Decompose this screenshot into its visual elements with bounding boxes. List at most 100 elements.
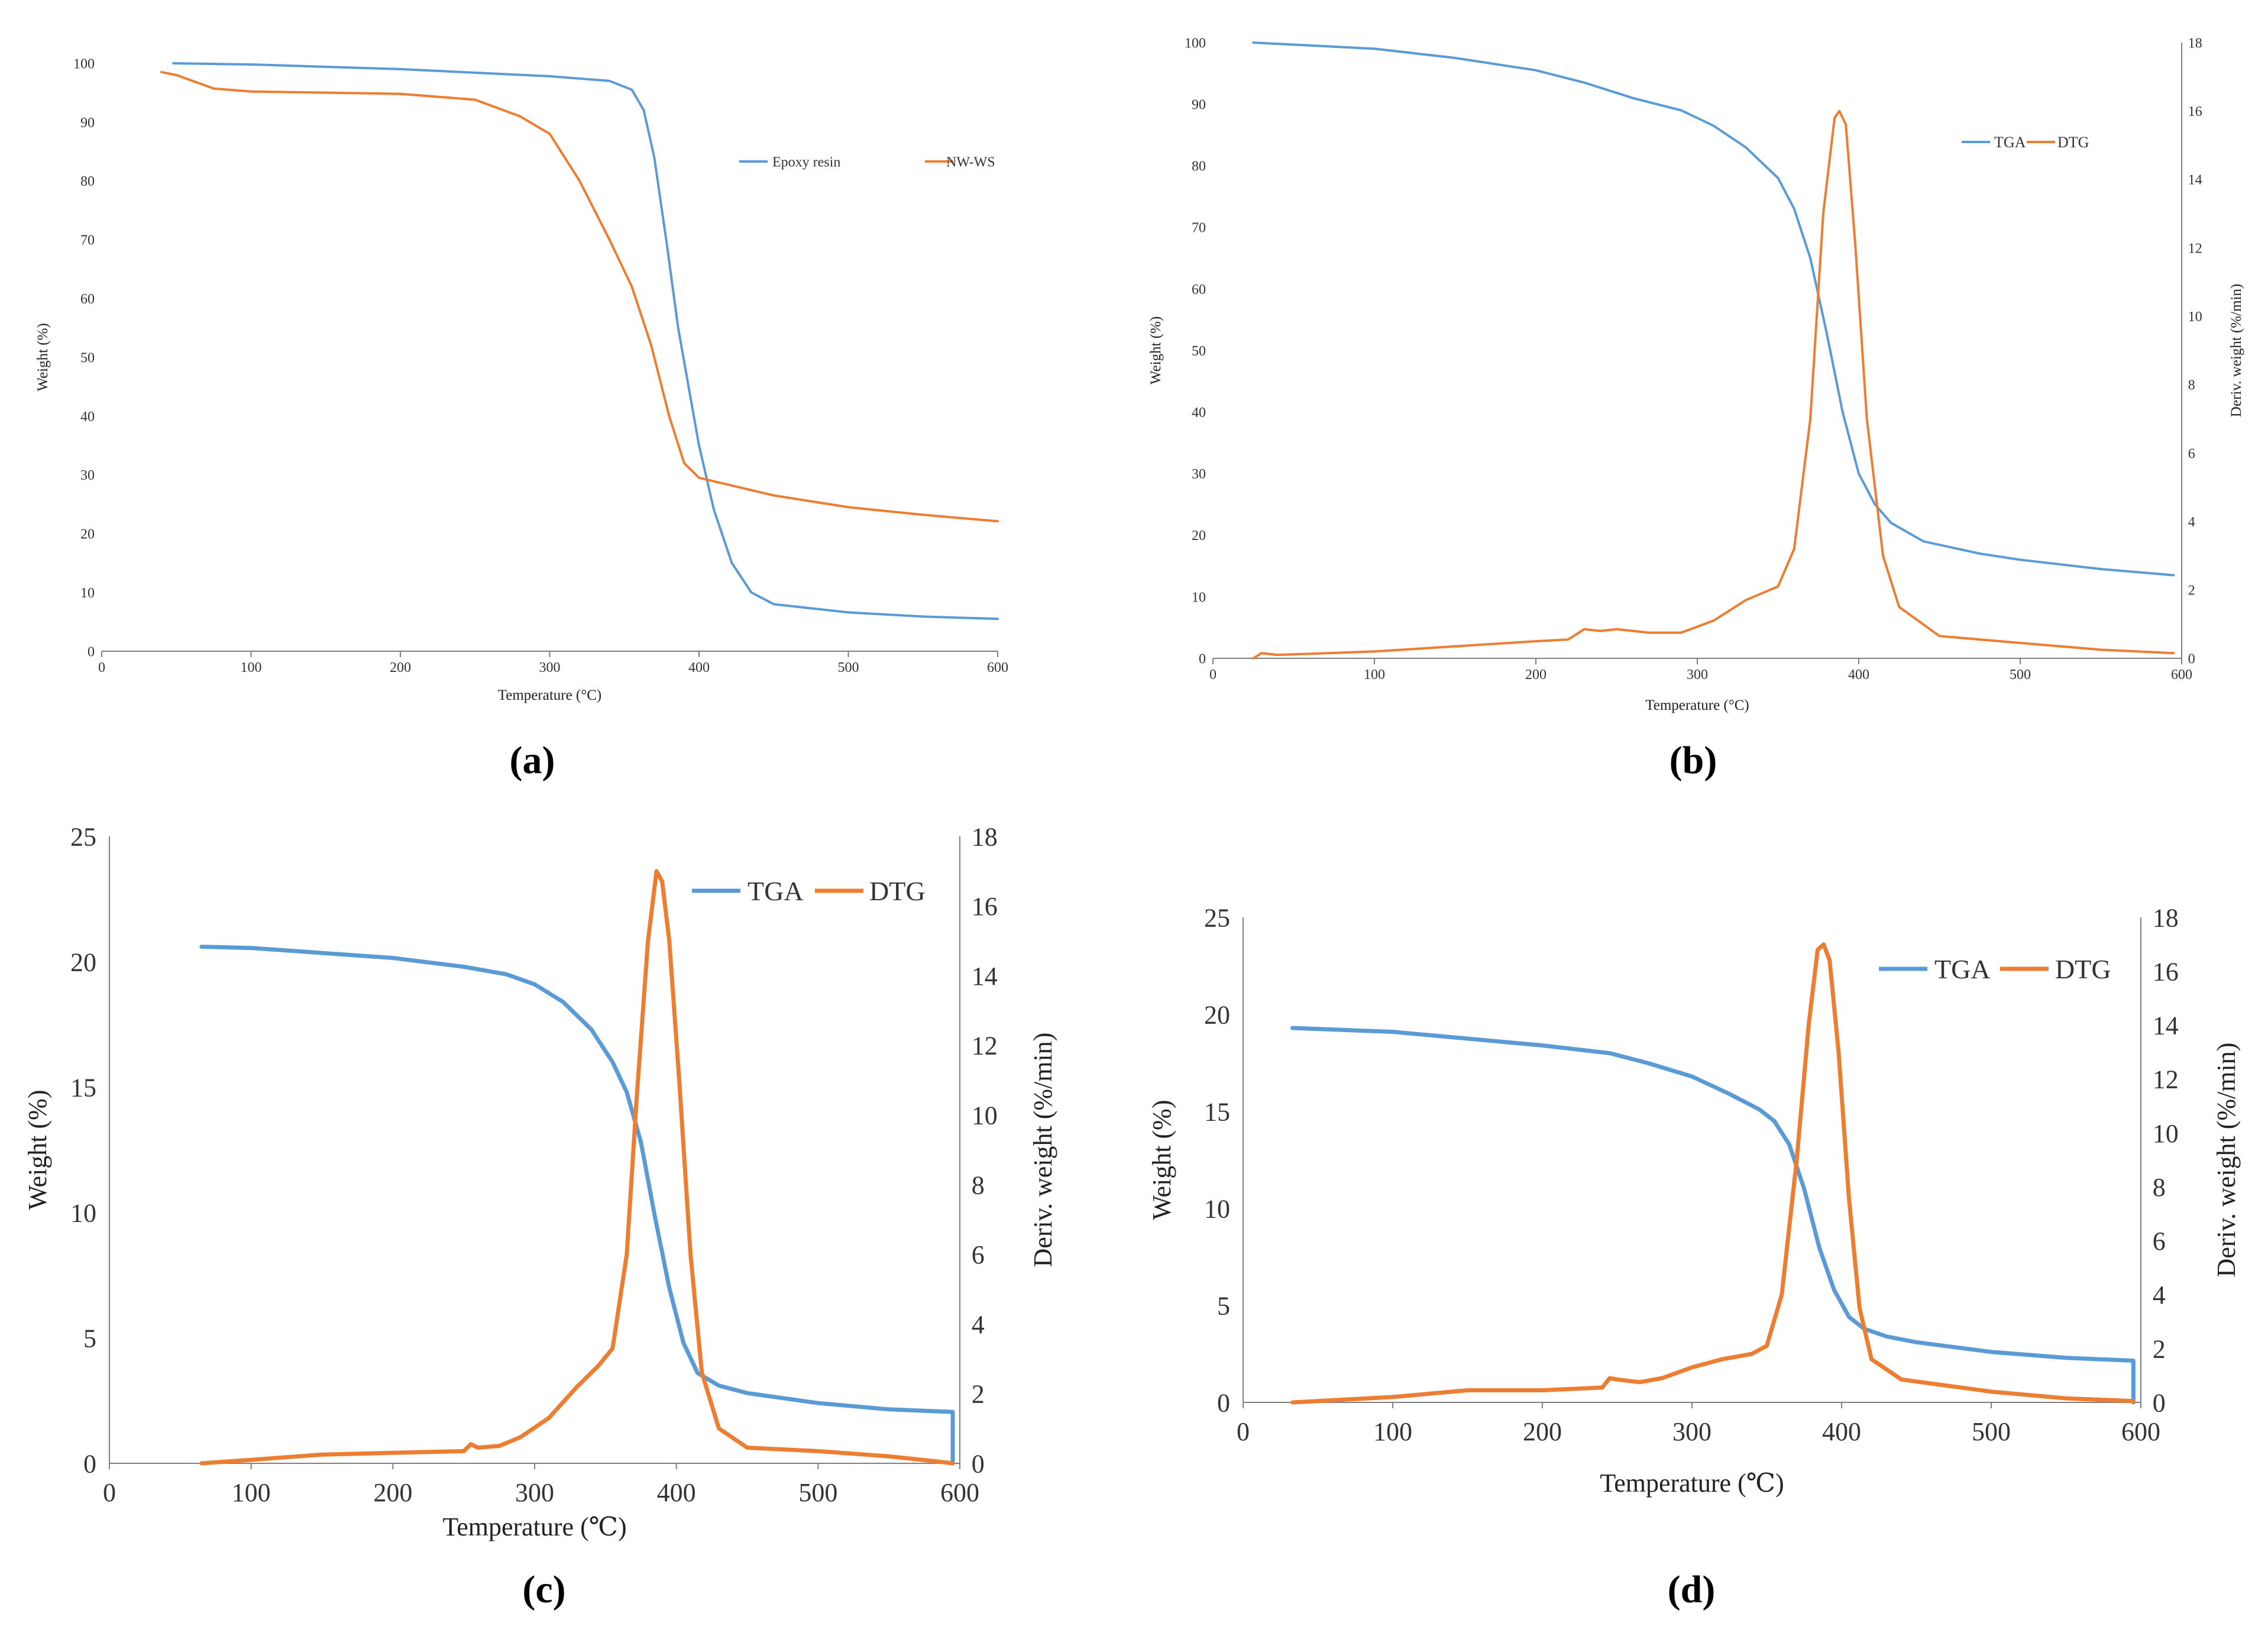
x-tick-label: 600 (2171, 667, 2192, 683)
y2-tick-label: 18 (2188, 35, 2202, 51)
y-tick-label: 0 (1199, 651, 1206, 667)
y-tick-label: 30 (1192, 467, 1206, 482)
y-tick-label: 5 (1217, 1291, 1230, 1320)
y-tick-label: 25 (70, 822, 96, 851)
y2-tick-label: 10 (972, 1101, 998, 1130)
chart-a-svg: 0 100 200 300 400 500 600 0 10 20 30 40 50 60 70 80 90 10… (35, 56, 1008, 703)
y2-tick-label: 0 (972, 1449, 985, 1478)
y2-tick-label: 12 (972, 1032, 998, 1061)
x-tick-label: 600 (987, 660, 1008, 675)
chart-d: 0 100 200 300 400 500 600 0 5 10 15 20 25 0 2 4 6 8 10 12 14… (1134, 826, 2268, 1652)
x-tick-label: 100 (1364, 667, 1385, 683)
y-axis-label: Weight (%) (1148, 316, 1164, 384)
legend-label: DTG (2057, 134, 2089, 151)
x-tick-label: 0 (103, 1478, 116, 1507)
y2-tick-label: 16 (2153, 958, 2179, 987)
y2-tick-label: 14 (972, 962, 998, 991)
series-line-tga (199, 945, 955, 1466)
y-tick-label: 5 (83, 1324, 96, 1353)
y2-tick-label: 10 (2153, 1119, 2179, 1148)
y-tick-label: 10 (70, 1198, 96, 1227)
y-tick-label: 50 (80, 350, 95, 366)
y-tick-label: 10 (80, 586, 95, 601)
y-tick-label: 20 (1204, 1000, 1230, 1029)
x-tick-label: 400 (657, 1478, 696, 1507)
y2-tick-label: 6 (2188, 446, 2195, 461)
x-axis-label: Temperature (°C) (1645, 697, 1749, 713)
y2-tick-label: 14 (2188, 173, 2202, 188)
y2-tick-label: 6 (2153, 1227, 2166, 1256)
y-tick-label: 10 (1192, 590, 1206, 605)
y-tick-label: 40 (1192, 405, 1206, 421)
y2-tick-label: 4 (972, 1310, 985, 1339)
y2-tick-label: 16 (972, 892, 998, 921)
y-tick-label: 60 (80, 292, 95, 307)
y-tick-label: 0 (88, 644, 95, 659)
y-tick-label: 50 (1192, 344, 1206, 359)
y2-tick-label: 2 (972, 1380, 985, 1409)
y-tick-label: 20 (80, 527, 95, 542)
x-tick-label: 300 (1672, 1417, 1711, 1446)
y2-tick-label: 18 (972, 822, 998, 851)
y2-tick-label: 4 (2153, 1281, 2166, 1310)
y2-tick-label: 12 (2153, 1065, 2179, 1094)
y-tick-label: 90 (80, 115, 95, 131)
legend-label: TGA (1994, 134, 2026, 151)
x-tick-label: 500 (838, 660, 859, 675)
caption-b: (b) (1669, 739, 1717, 782)
y-tick-label: 100 (1185, 35, 1206, 51)
x-tick-label: 0 (1237, 1417, 1250, 1446)
y2-tick-label: 10 (2188, 309, 2202, 325)
y-tick-label: 15 (1204, 1097, 1230, 1126)
y-tick-label: 0 (83, 1449, 96, 1478)
y2-tick-label: 0 (2188, 651, 2195, 667)
y-tick-label: 90 (1192, 98, 1206, 113)
y2-tick-label: 8 (2188, 378, 2195, 393)
x-tick-label: 100 (1373, 1417, 1412, 1446)
x-tick-label: 500 (2010, 667, 2031, 683)
y2-axis-label: Deriv. weight (%/min) (1028, 1033, 1057, 1268)
x-tick-label: 500 (798, 1478, 837, 1507)
x-tick-label: 300 (1687, 667, 1708, 683)
y-tick-label: 20 (1192, 528, 1206, 544)
y2-tick-label: 8 (972, 1171, 985, 1200)
series-line-dtg (1252, 109, 2175, 659)
x-tick-label: 600 (2121, 1417, 2160, 1446)
x-tick-label: 0 (98, 660, 105, 675)
caption-c: (c) (522, 1568, 566, 1611)
x-tick-label: 100 (232, 1478, 271, 1507)
y2-axis-label: Deriv. weight (%/min) (2212, 1043, 2241, 1278)
chart-a: 0 100 200 300 400 500 600 0 10 20 30 40 50 60 70 80 90 10… (0, 0, 1134, 826)
y-tick-label: 80 (1192, 159, 1206, 174)
series-line-tga (1252, 41, 2175, 577)
y-axis-label: Weight (%) (23, 1090, 52, 1210)
series-line-epoxy-resin (172, 62, 999, 620)
y-tick-label: 0 (1217, 1388, 1230, 1417)
y2-tick-label: 12 (2188, 241, 2202, 256)
y2-tick-label: 2 (2153, 1334, 2166, 1363)
x-tick-label: 500 (1972, 1417, 2011, 1446)
series-line-dtg (1290, 942, 2136, 1405)
y-tick-label: 100 (73, 56, 95, 72)
series-line-nw-ws (160, 70, 999, 523)
y-tick-label: 80 (80, 174, 95, 189)
legend-label: Epoxy resin (772, 154, 840, 170)
y2-tick-label: 14 (2153, 1011, 2179, 1040)
y2-tick-label: 2 (2188, 583, 2195, 599)
x-tick-label: 200 (1523, 1417, 1562, 1446)
y-tick-label: 25 (1204, 903, 1230, 932)
legend-label: TGA (748, 876, 804, 906)
legend-label: DTG (869, 876, 926, 906)
y-tick-label: 30 (80, 468, 95, 483)
chart-b: 0 100 200 300 400 500 600 0 10 20 30 40 50 60 70 80 90 10… (1134, 0, 2268, 826)
y-tick-label: 70 (1192, 221, 1206, 236)
y-tick-label: 60 (1192, 282, 1206, 298)
y2-tick-label: 18 (2153, 903, 2179, 932)
x-axis-label: Temperature (℃) (442, 1512, 626, 1541)
legend-label: DTG (2055, 954, 2111, 984)
x-tick-label: 0 (1209, 667, 1216, 683)
y-axis-label: Weight (%) (1147, 1100, 1176, 1220)
y-tick-label: 10 (1204, 1194, 1230, 1223)
chart-c-svg: 0 100 200 300 400 500 600051015202502468101214… (23, 822, 1057, 1541)
series-line-dtg (199, 869, 955, 1466)
